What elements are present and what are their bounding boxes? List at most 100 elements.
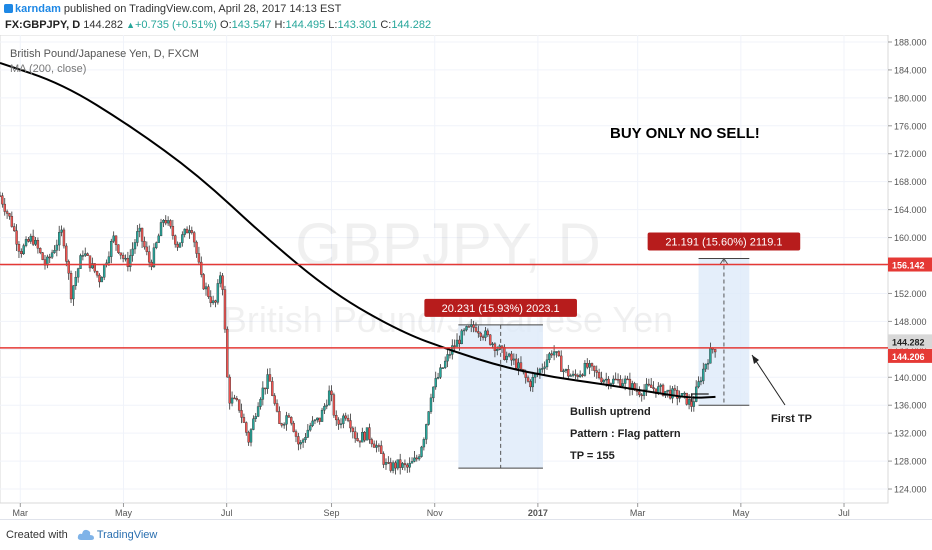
candle-body xyxy=(562,370,565,373)
candle-body xyxy=(34,240,37,245)
candle-body xyxy=(619,379,622,387)
candle-body xyxy=(247,432,250,443)
x-tick-label: Nov xyxy=(427,508,444,518)
candle-body xyxy=(531,377,534,388)
candle-body xyxy=(709,348,712,364)
candle-body xyxy=(5,211,9,214)
candle-body xyxy=(623,378,627,384)
candle-body xyxy=(50,252,54,258)
candle-body xyxy=(486,330,490,336)
candle-body xyxy=(434,378,437,388)
candle-body xyxy=(17,244,21,252)
candle-body xyxy=(114,235,118,245)
candle-body xyxy=(443,360,447,368)
candle-body xyxy=(429,397,433,412)
candle-body xyxy=(117,244,120,253)
x-tick-label: Jul xyxy=(221,508,233,518)
candle-body xyxy=(699,380,703,383)
candle-body xyxy=(370,439,373,445)
candle-body xyxy=(647,383,651,386)
candle-body xyxy=(427,411,430,425)
candle-body xyxy=(467,326,471,328)
candle-body xyxy=(202,274,205,290)
candle-body xyxy=(481,336,485,338)
candle-body xyxy=(396,459,400,469)
candle-body xyxy=(297,436,300,445)
candle-body xyxy=(704,363,707,370)
flag-drawing xyxy=(691,393,709,402)
candle-body xyxy=(621,383,624,387)
candle-body xyxy=(702,368,705,382)
first-tp-arrow-head xyxy=(752,355,759,364)
candle-body xyxy=(152,247,156,268)
created-with-label: Created with xyxy=(6,529,68,541)
candle-body xyxy=(65,245,68,262)
candle-body xyxy=(316,417,319,421)
candle-body xyxy=(569,375,572,377)
candle-body xyxy=(27,239,30,242)
candle-body xyxy=(600,377,603,383)
candle-body xyxy=(143,241,146,248)
candle-body xyxy=(256,406,260,417)
candle-body xyxy=(389,462,392,471)
candle-body xyxy=(614,378,617,381)
candle-body xyxy=(706,362,710,365)
candle-body xyxy=(555,351,558,353)
candle-body xyxy=(1,195,4,205)
open-value: 143.547 xyxy=(231,19,272,31)
candle-body xyxy=(323,405,326,411)
candle-body xyxy=(107,256,111,264)
candle-body xyxy=(673,388,677,391)
tradingview-link[interactable]: TradingView xyxy=(96,529,158,541)
candle-body xyxy=(642,389,646,396)
price-axis[interactable]: 188.000 184.000 180.000 176.000 172.000 168.0… xyxy=(888,37,932,495)
candle-body xyxy=(484,330,487,338)
candle-body xyxy=(69,272,73,300)
candle-body xyxy=(252,418,255,430)
candle-body xyxy=(368,427,371,440)
candle-body xyxy=(505,355,508,360)
y-tick-label: 148.000 xyxy=(894,317,927,327)
candle-body xyxy=(602,379,606,383)
candle-body xyxy=(552,351,556,356)
candle-body xyxy=(507,353,511,357)
candle-body xyxy=(519,362,523,370)
candle-body xyxy=(169,220,172,227)
candle-body xyxy=(60,229,63,233)
candle-body xyxy=(415,457,418,460)
candle-body xyxy=(119,252,122,256)
candle-body xyxy=(98,274,101,283)
open-label: O: xyxy=(220,19,232,31)
price-change: +0.735 (+0.51%) xyxy=(135,19,217,31)
level-tag-bg xyxy=(888,348,932,363)
candle-body xyxy=(401,463,404,468)
chart-area[interactable]: GBPJPY, D British Pound/Japanese Yen 20.… xyxy=(0,34,932,519)
candle-body xyxy=(692,401,696,407)
candle-body xyxy=(455,339,459,347)
candle-body xyxy=(458,339,461,345)
time-axis[interactable]: Mar May Jul Sep Nov 2017 Mar May Jul xyxy=(13,503,850,518)
candle-body xyxy=(358,440,362,443)
author-link[interactable]: karndam xyxy=(15,3,61,15)
candle-body xyxy=(413,457,416,462)
chart-title: British Pound/Japanese Yen, D, FXCM xyxy=(10,48,199,60)
high-value: 144.495 xyxy=(285,19,326,31)
candle-body xyxy=(145,246,149,252)
candle-body xyxy=(612,378,615,384)
candle-body xyxy=(162,220,165,223)
range-arrow-head xyxy=(719,257,729,265)
candle-body xyxy=(342,415,345,424)
candle-body xyxy=(259,399,262,407)
candle-body xyxy=(713,349,717,353)
candle-body xyxy=(567,369,570,377)
candle-body xyxy=(81,255,85,257)
candle-body xyxy=(84,253,87,256)
candle-body xyxy=(228,376,231,404)
candle-body xyxy=(479,332,482,337)
candle-body xyxy=(31,235,35,245)
candle-body xyxy=(671,388,674,399)
pattern-note: Pattern : Flag pattern xyxy=(570,428,681,440)
price-chart[interactable]: GBPJPY, D British Pound/Japanese Yen 20.… xyxy=(0,34,932,519)
candle-body xyxy=(538,368,542,374)
candle-body xyxy=(460,330,463,345)
